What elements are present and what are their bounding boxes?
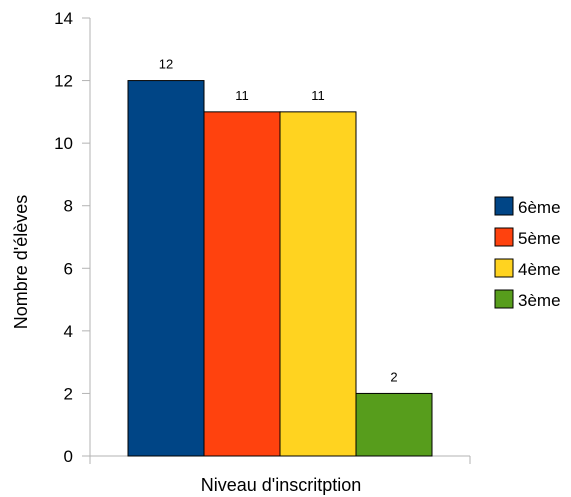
legend-label: 4ème bbox=[518, 260, 561, 279]
y-tick-label: 6 bbox=[64, 259, 73, 278]
bars bbox=[127, 80, 433, 457]
y-tick-label: 10 bbox=[54, 134, 73, 153]
legend: 6ème 5ème 4ème 3ème bbox=[494, 196, 561, 310]
y-tick-label: 4 bbox=[64, 322, 73, 341]
legend-swatch bbox=[494, 289, 514, 309]
bar-data-labels: 12 11 11 2 bbox=[159, 57, 398, 385]
y-tick-label: 2 bbox=[64, 384, 73, 403]
y-tick-label: 0 bbox=[64, 447, 73, 466]
bar-2 bbox=[203, 111, 281, 457]
bar-value-label: 2 bbox=[390, 369, 397, 384]
legend-swatch bbox=[494, 196, 514, 216]
bar-value-label: 11 bbox=[235, 88, 249, 103]
bar-1 bbox=[127, 80, 205, 457]
y-axis-title: Nombre d'élèves bbox=[11, 195, 31, 330]
legend-label: 3ème bbox=[518, 291, 561, 310]
bar-4 bbox=[355, 392, 433, 457]
bar-value-label: 11 bbox=[311, 88, 325, 103]
y-tick-label: 14 bbox=[54, 9, 73, 28]
legend-swatch bbox=[494, 227, 514, 247]
y-axis-ticks: 0 2 4 6 8 10 12 14 bbox=[54, 9, 90, 466]
y-tick-label: 12 bbox=[54, 72, 73, 91]
x-axis-title: Niveau d'inscritption bbox=[201, 475, 362, 495]
legend-label: 5ème bbox=[518, 229, 561, 248]
bar-3 bbox=[279, 111, 357, 457]
legend-swatch bbox=[494, 258, 514, 278]
y-tick-label: 8 bbox=[64, 197, 73, 216]
bar-value-label: 12 bbox=[159, 57, 173, 72]
legend-label: 6ème bbox=[518, 198, 561, 217]
